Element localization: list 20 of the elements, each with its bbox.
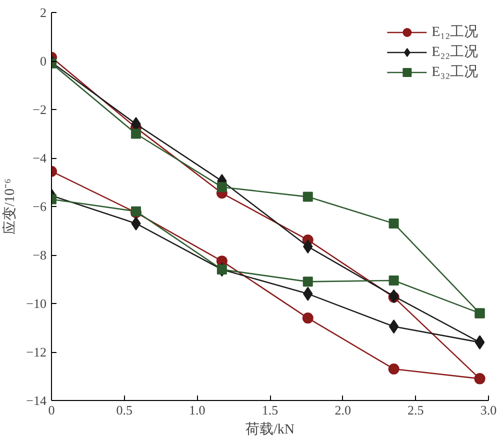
y-axis-title: 应变/10⁻⁶: [2, 178, 18, 234]
legend-label: E₁₂工况: [432, 24, 478, 41]
x-tick-label: 2.0: [334, 402, 351, 418]
legend-label: E₂₂工况: [432, 44, 478, 61]
y-tick-label: −4: [32, 150, 47, 166]
y-tick-label: 0: [40, 54, 46, 68]
y-tick-label: −14: [26, 393, 47, 408]
x-axis-title: 荷载/kN: [246, 422, 294, 438]
y-tick-label: −6: [32, 199, 47, 214]
y-tick-label: −8: [32, 248, 47, 262]
legend-label: E₃₂工况: [432, 64, 478, 81]
x-tick-label: 0.5: [116, 402, 132, 418]
x-tick-label: 1.0: [189, 402, 206, 418]
y-tick-label: 2: [40, 5, 46, 20]
x-tick-label: 1.5: [262, 402, 278, 418]
x-tick-label: 3.0: [480, 402, 497, 418]
x-tick-label: 2.5: [408, 402, 424, 418]
y-tick-label: −10: [26, 296, 47, 311]
y-tick-label: −12: [26, 344, 47, 360]
y-tick-label: −2: [32, 102, 47, 117]
